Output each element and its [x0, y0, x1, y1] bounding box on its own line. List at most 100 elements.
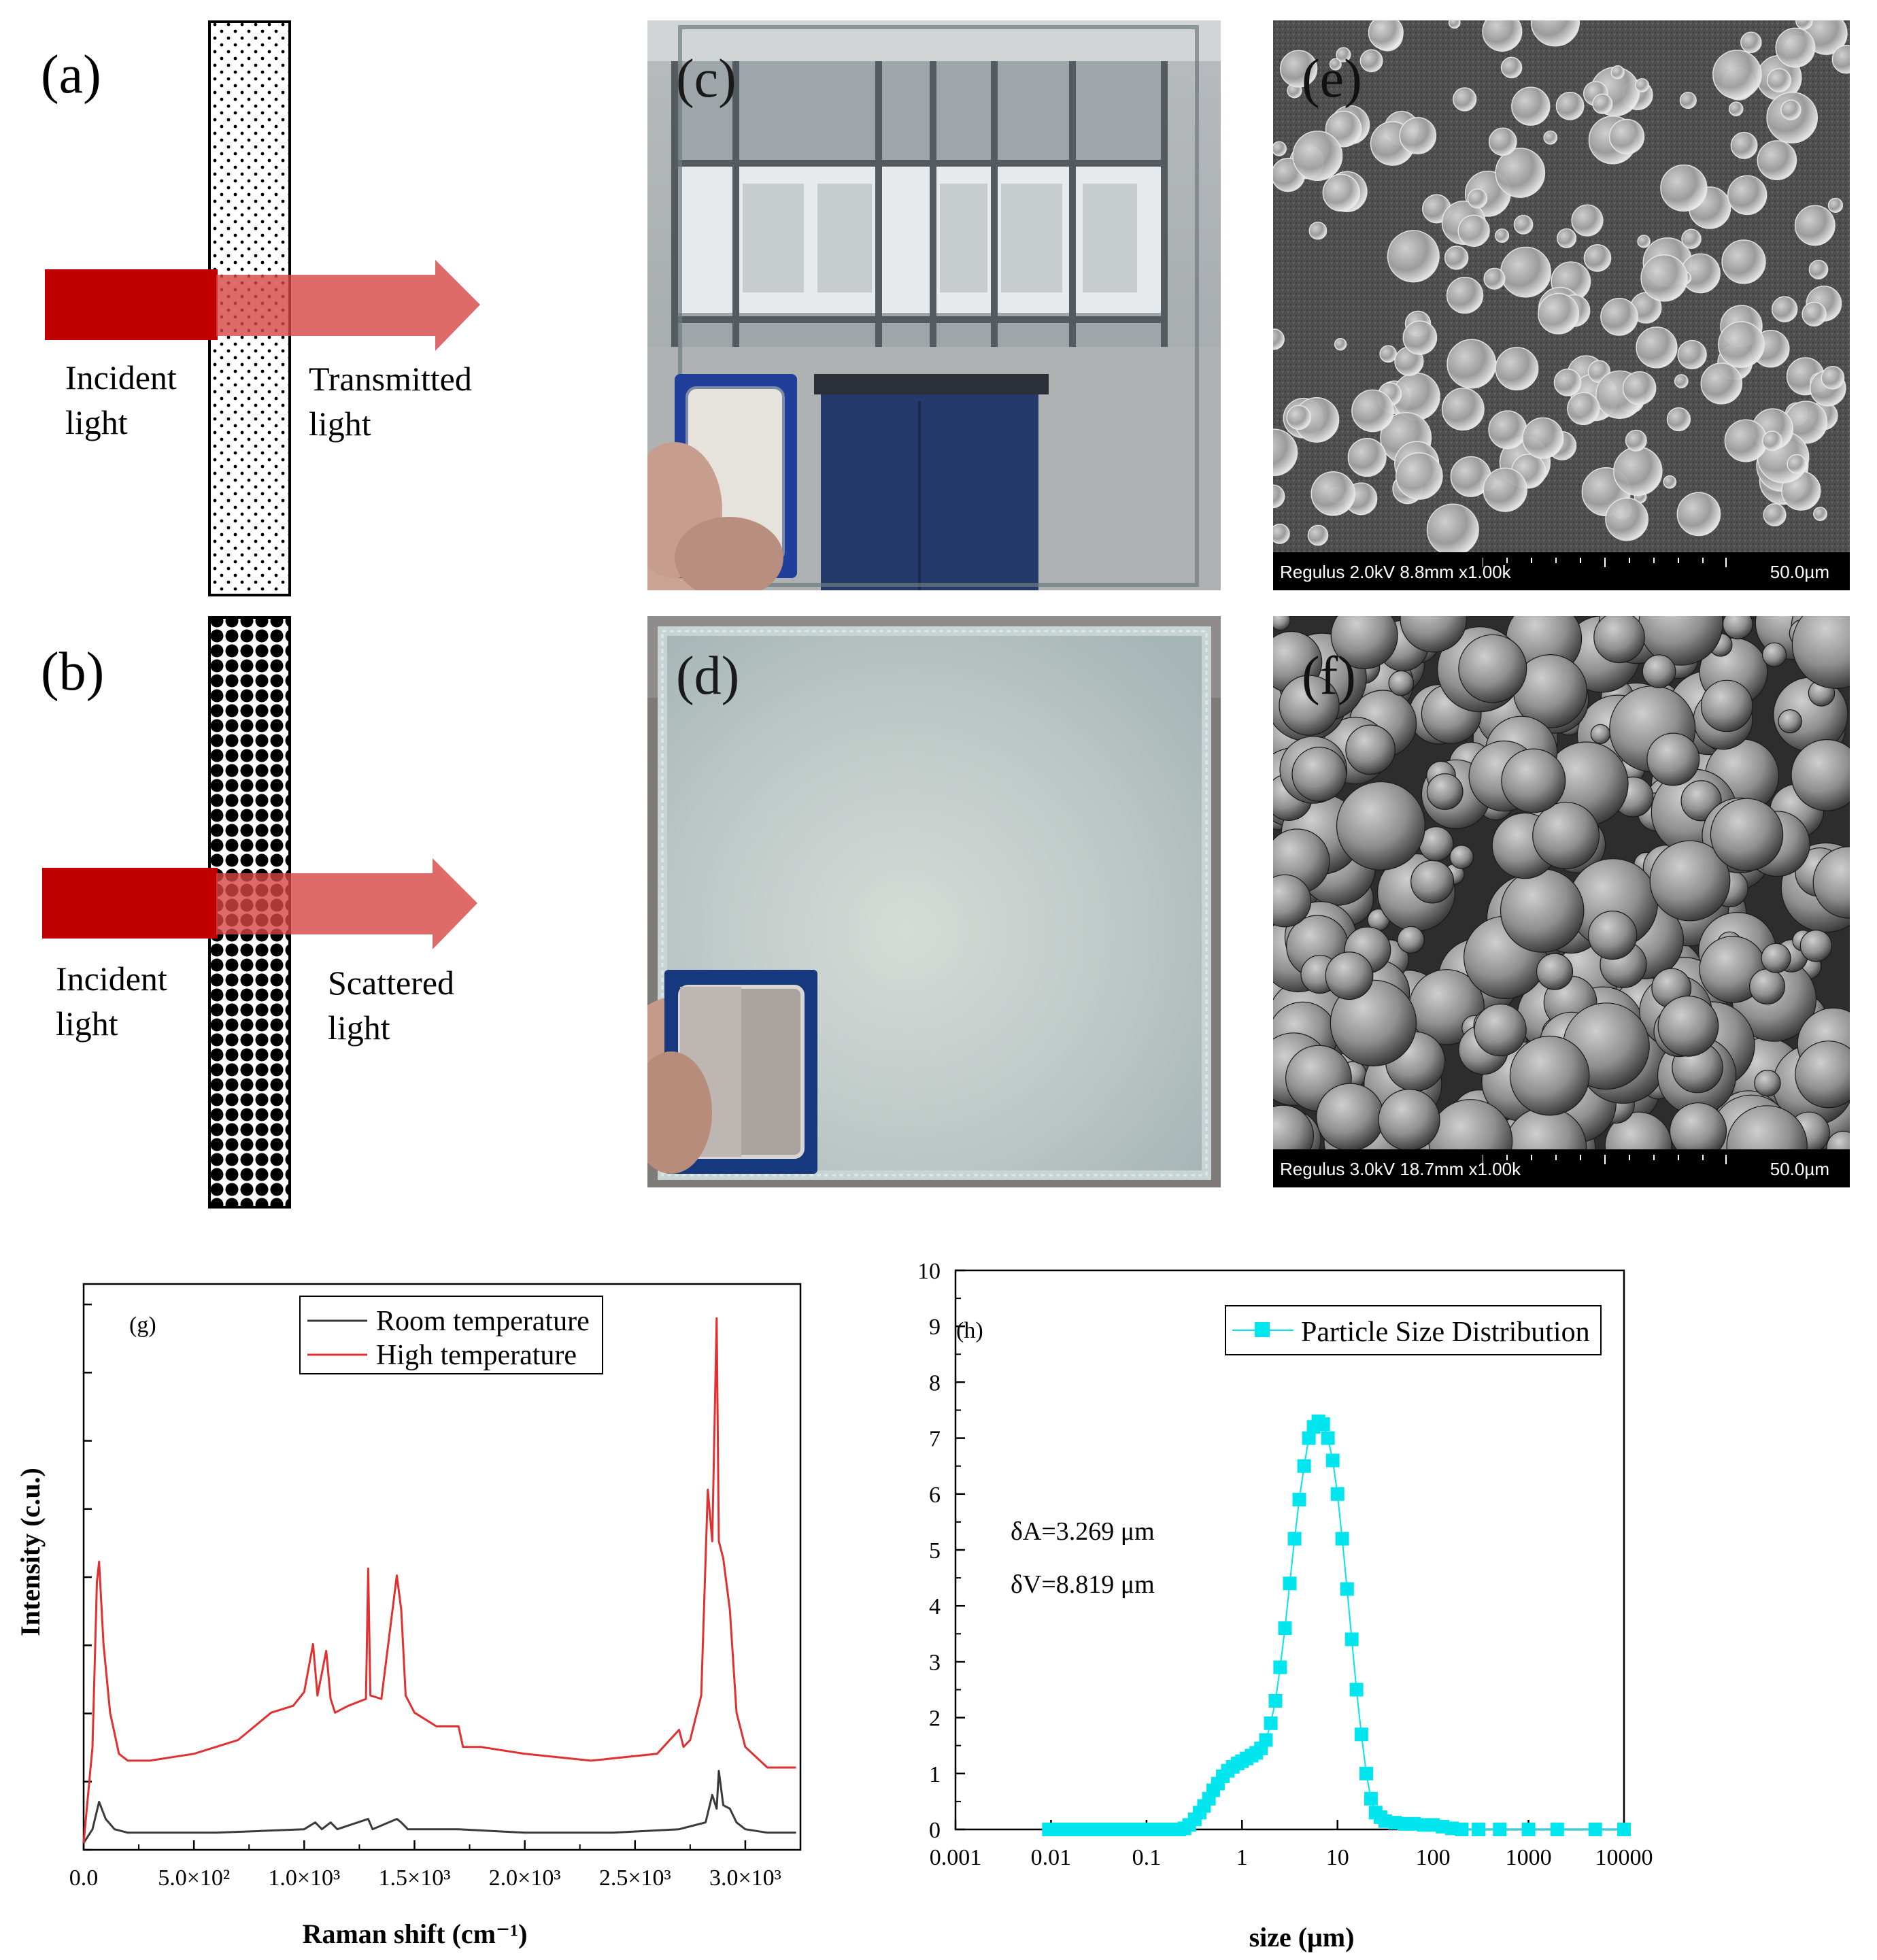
panel-f-sem: Regulus 3.0kV 18.7mm x1.00k 50.0µm (f) — [1273, 616, 1850, 1187]
raman-x-tick-label: 0.0 — [69, 1865, 99, 1891]
raman-panel-label: (g) — [129, 1313, 156, 1338]
raman-x-tick-label: 3.0×10³ — [709, 1865, 781, 1891]
sem-particle — [1273, 141, 1287, 156]
psd-x-tick-label: 100 — [1416, 1845, 1451, 1870]
legend-particle-size-distribution: Particle Size Distribution — [1301, 1317, 1590, 1348]
psd-point — [1617, 1823, 1631, 1836]
sem-particle — [1336, 47, 1351, 63]
panel-label-b: (b) — [41, 642, 105, 702]
sem-particle — [1553, 368, 1582, 396]
sem-particle — [1724, 419, 1768, 462]
psd-line — [1049, 1420, 1624, 1830]
sem-particle — [1588, 911, 1638, 960]
sem-parameters: Regulus 2.0kV 8.8mm x1.00k — [1280, 562, 1511, 582]
sem-particle — [1571, 204, 1604, 237]
sem-particle — [1399, 117, 1437, 154]
transmission-diagram — [45, 20, 480, 596]
sem-particle — [1359, 49, 1383, 73]
sem-particle — [1605, 497, 1648, 541]
sem-particle — [1457, 214, 1490, 247]
panel-e-sem: Regulus 2.0kV 8.8mm x1.00k 50.0µm (e) — [1273, 20, 1850, 590]
sem-particle — [1757, 140, 1797, 180]
psd-point — [1455, 1823, 1469, 1836]
sem-particle — [1600, 298, 1638, 336]
sem-scale-label: 50.0µm — [1770, 562, 1829, 582]
sem-info-bar-f: Regulus 3.0kV 18.7mm x1.00k 50.0µm — [1273, 1149, 1850, 1187]
sem-particle — [1827, 197, 1844, 214]
sem-particle — [1778, 709, 1802, 734]
raman-x-tick-label: 2.5×10³ — [599, 1865, 671, 1891]
sem-particle — [1444, 246, 1469, 270]
psd-point — [1321, 1431, 1335, 1445]
sem-particle — [1307, 524, 1329, 546]
sem-info-bar-e: Regulus 2.0kV 8.8mm x1.00k 50.0µm — [1273, 552, 1850, 590]
psd-y-tick-label: 0 — [929, 1818, 941, 1843]
psd-y-tick-label: 9 — [929, 1315, 941, 1340]
panel-label-e: (e) — [1302, 49, 1362, 109]
incident-light-arrow — [42, 868, 218, 939]
sem-particle — [1761, 642, 1787, 667]
sem-particle — [1387, 230, 1440, 283]
sem-particle — [1681, 229, 1702, 250]
sem-particle — [1635, 78, 1650, 92]
psd-point — [1297, 1459, 1311, 1473]
sem-particle — [1426, 773, 1464, 810]
scattering-diagram — [42, 616, 477, 1209]
sem-particle — [1308, 221, 1328, 240]
panel-label-a: (a) — [41, 45, 101, 105]
sem-particle — [1625, 429, 1647, 452]
sem-particle — [1749, 968, 1785, 1004]
sem-particle — [1666, 407, 1691, 432]
sem-image-sparse — [1273, 20, 1850, 556]
psd-point — [1273, 1660, 1287, 1674]
sem-particle — [1593, 616, 1645, 664]
psd-point — [1061, 1823, 1075, 1836]
sem-particle — [1710, 798, 1784, 871]
psd-point — [1302, 1431, 1316, 1445]
sem-particle — [1761, 430, 1782, 452]
raman-legend: Room temperature High temperature — [299, 1296, 603, 1374]
sem-particle — [1679, 91, 1697, 109]
sem-particle — [1676, 492, 1721, 537]
transmitted-light-arrow — [216, 260, 480, 351]
raman-high-temperature-line — [82, 1317, 796, 1844]
sem-particle — [1721, 239, 1766, 284]
sem-particle — [1448, 20, 1461, 29]
raman-series — [82, 1317, 796, 1844]
sem-particle — [1368, 20, 1404, 50]
psd-x-tick-label: 10000 — [1595, 1845, 1653, 1870]
sem-particle — [1488, 410, 1527, 450]
psd-point — [1521, 1823, 1536, 1836]
sem-particle — [1727, 175, 1768, 216]
sem-particle — [1808, 260, 1829, 280]
sem-particle — [1821, 366, 1845, 390]
sem-particle — [1410, 860, 1455, 904]
sem-particle — [1532, 802, 1600, 870]
legend-room-temperature: Room temperature — [376, 1306, 590, 1337]
panel-a: (a) Incident light Transmitted light — [0, 0, 517, 612]
transparent-film-photo — [647, 20, 1221, 590]
panel-label-d: (d) — [676, 646, 740, 706]
sem-particle — [1495, 148, 1546, 198]
sem-particle — [1482, 20, 1523, 52]
sem-particle — [1388, 670, 1415, 696]
sem-particle — [1556, 228, 1577, 248]
psd-y-tick-label: 1 — [929, 1762, 941, 1787]
psd-point — [1268, 1693, 1283, 1708]
sem-particle — [1813, 507, 1827, 522]
sem-particle — [1449, 845, 1474, 869]
sem-particle — [1610, 65, 1625, 80]
sem-particle — [1400, 616, 1468, 653]
raman-axes: 0.0 5.0×10² 1.0×10³ 1.5×10³ 2.0×10³ 2.5×10³ 3.… — [69, 1283, 802, 1891]
legend-high-temperature: High temperature — [376, 1340, 577, 1371]
sem-particle — [1660, 164, 1708, 212]
sem-particle — [1538, 292, 1580, 335]
sem-particle — [1640, 254, 1688, 302]
raman-y-axis-label: Intensity (c.u.) — [15, 1468, 46, 1636]
sem-particle — [1273, 523, 1290, 544]
raman-room-temperature-line — [82, 1770, 796, 1844]
sem-particle — [1740, 31, 1762, 54]
psd-point — [1345, 1632, 1359, 1646]
psd-y-tick-label: 7 — [929, 1427, 941, 1452]
sem-particle — [1495, 228, 1510, 243]
